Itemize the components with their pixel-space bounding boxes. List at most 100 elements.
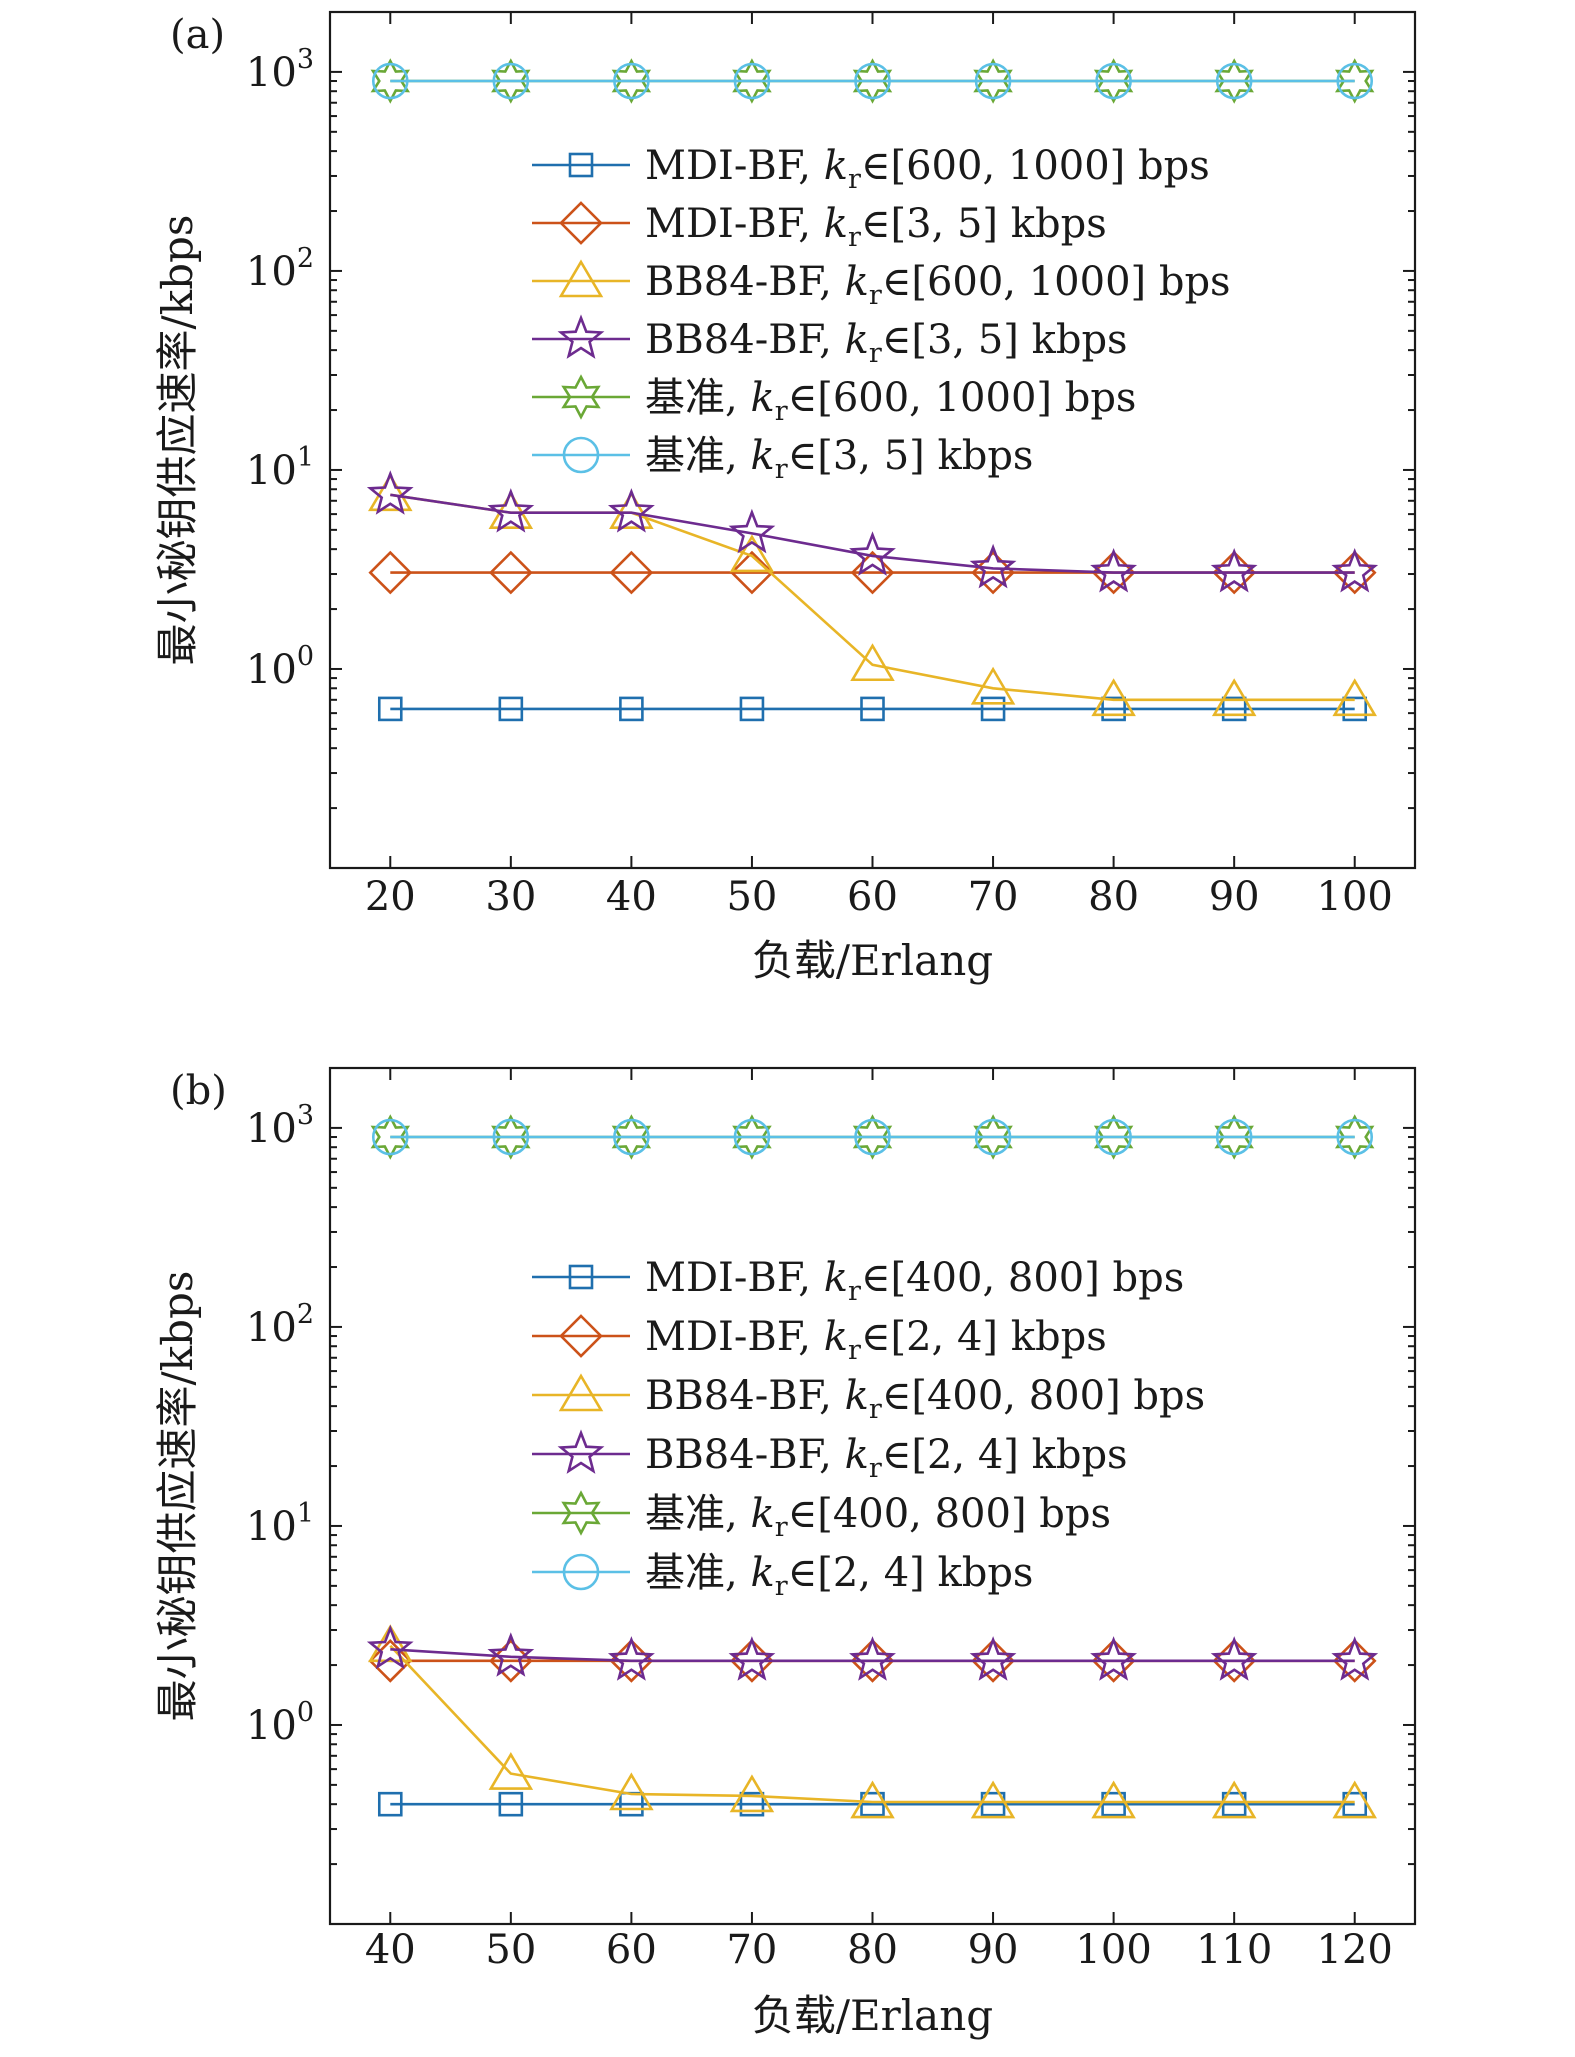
marker-star [1210,1636,1258,1681]
legend-subscript: r [848,1276,861,1307]
legend-item: 基准, kr∈[400, 800] bps [532,1490,1111,1543]
series-5 [371,62,1374,100]
legend-rest: ∈[3, 5] kbps [861,201,1107,247]
series-0 [377,696,1368,722]
legend-lead: BB84-BF, [645,1373,845,1419]
marker-triangle [368,473,413,512]
y-tick-exponent: 1 [297,442,314,473]
marker-diamond [559,1314,603,1358]
marker-diamond [850,550,895,595]
legend-label: BB84-BF, kr∈[400, 800] bps [645,1373,1205,1425]
marker-square [1101,696,1126,722]
series-0 [377,1791,1368,1817]
series-line [390,493,1355,702]
marker-circle [854,62,891,100]
legend-rest: ∈[2, 4] kbps [882,1432,1128,1478]
marker-diamond [368,1639,413,1683]
y-axis-title: 最小秘钥供应速率/kbps [153,215,202,666]
marker-circle [492,62,530,100]
marker-circle [1095,62,1132,100]
marker-square [568,1264,594,1290]
legend-label: BB84-BF, kr∈[600, 1000] bps [645,259,1231,311]
series-line [390,1648,1355,1663]
marker-star [366,1624,414,1670]
marker-diamond [559,201,603,245]
marker-circle [733,1118,771,1156]
chart-panel-b: 40 50 60 70 80 90 100 110 120100101102103(b)负载/E… [153,1066,1417,2040]
legend-subscript: r [848,222,861,253]
marker-circle [613,1118,650,1156]
x-tick-label: 70 [968,874,1019,920]
marker-star [969,543,1017,589]
marker-triangle [1091,1780,1136,1819]
y-tick-label: 102 [246,243,314,295]
legend-lead: MDI-BF, [645,143,824,189]
legend-item: MDI-BF, kr∈[3, 5] kbps [532,201,1107,253]
legend-rest: ∈[2, 4] kbps [861,1314,1107,1360]
marker-square [739,1791,765,1817]
marker-hexagram [1093,58,1134,104]
marker-circle [974,62,1012,100]
marker-hexagram [1093,1114,1134,1160]
y-tick-exponent: 3 [297,44,314,75]
marker-hexagram [973,1114,1013,1160]
legend-rest: ∈[400, 800] bps [882,1373,1205,1419]
legend-subscript: r [848,164,861,195]
marker-triangle [729,1774,775,1813]
y-tick-exponent: 0 [297,1697,314,1728]
marker-star [849,1636,896,1681]
marker-diamond [730,550,774,595]
x-axis-title: 负载/Erlang [752,1991,993,2040]
marker-triangle [1091,678,1136,717]
marker-hexagram [852,58,893,104]
marker-square [860,696,885,722]
marker-square [498,1791,524,1817]
marker-triangle [850,643,895,682]
legend-symbol: k [824,201,848,247]
marker-square [377,1791,403,1817]
marker-star [728,508,776,554]
panel-label: (b) [170,1068,227,1114]
series-5 [371,1118,1374,1156]
legend-item: 基准, kr∈[3, 5] kbps [532,433,1033,485]
legend-rest: ∈[400, 800] bps [788,1491,1111,1537]
legend-label: BB84-BF, kr∈[2, 4] kbps [645,1432,1128,1484]
marker-square [980,696,1006,722]
marker-triangle [609,1772,654,1811]
marker-hexagram [561,1490,601,1536]
x-tick-label: 60 [847,874,898,920]
marker-star [728,1636,776,1681]
x-tick-label: 50 [485,1927,536,1973]
panel-label: (a) [170,12,225,58]
marker-hexagram [370,58,411,104]
legend-subscript: r [869,1453,882,1484]
x-tick-label: 40 [606,874,657,920]
marker-diamond [609,550,654,595]
legend-item: 基准, kr∈[2, 4] kbps [532,1550,1033,1602]
marker-square [568,152,594,178]
legend-label: MDI-BF, kr∈[400, 800] bps [645,1255,1184,1307]
legend-subscript: r [775,454,788,485]
y-tick-exponent: 1 [297,1498,314,1529]
x-tick-label: 50 [726,874,777,920]
legend-subscript: r [848,1335,861,1366]
marker-triangle [1211,1780,1257,1819]
series-2 [368,1624,1377,1819]
marker-star [487,488,535,533]
y-tick-label: 103 [246,1100,314,1152]
marker-hexagram [370,1114,411,1160]
legend-label: BB84-BF, kr∈[3, 5] kbps [645,317,1128,369]
y-tick-label: 100 [246,641,314,693]
marker-triangle [850,1780,895,1819]
x-tick-label: 80 [847,1927,898,1973]
y-tick-base: 10 [246,448,297,494]
marker-hexagram [491,1114,531,1160]
y-tick-label: 103 [246,44,314,96]
y-tick-base: 10 [246,1703,297,1749]
legend-subscript: r [775,1571,788,1602]
marker-circle [854,1118,891,1156]
legend-rest: ∈[3, 5] kbps [882,317,1128,363]
legend-symbol: k [845,1373,869,1419]
legend-label: 基准, kr∈[400, 800] bps [645,1491,1111,1543]
marker-triangle [970,666,1016,705]
